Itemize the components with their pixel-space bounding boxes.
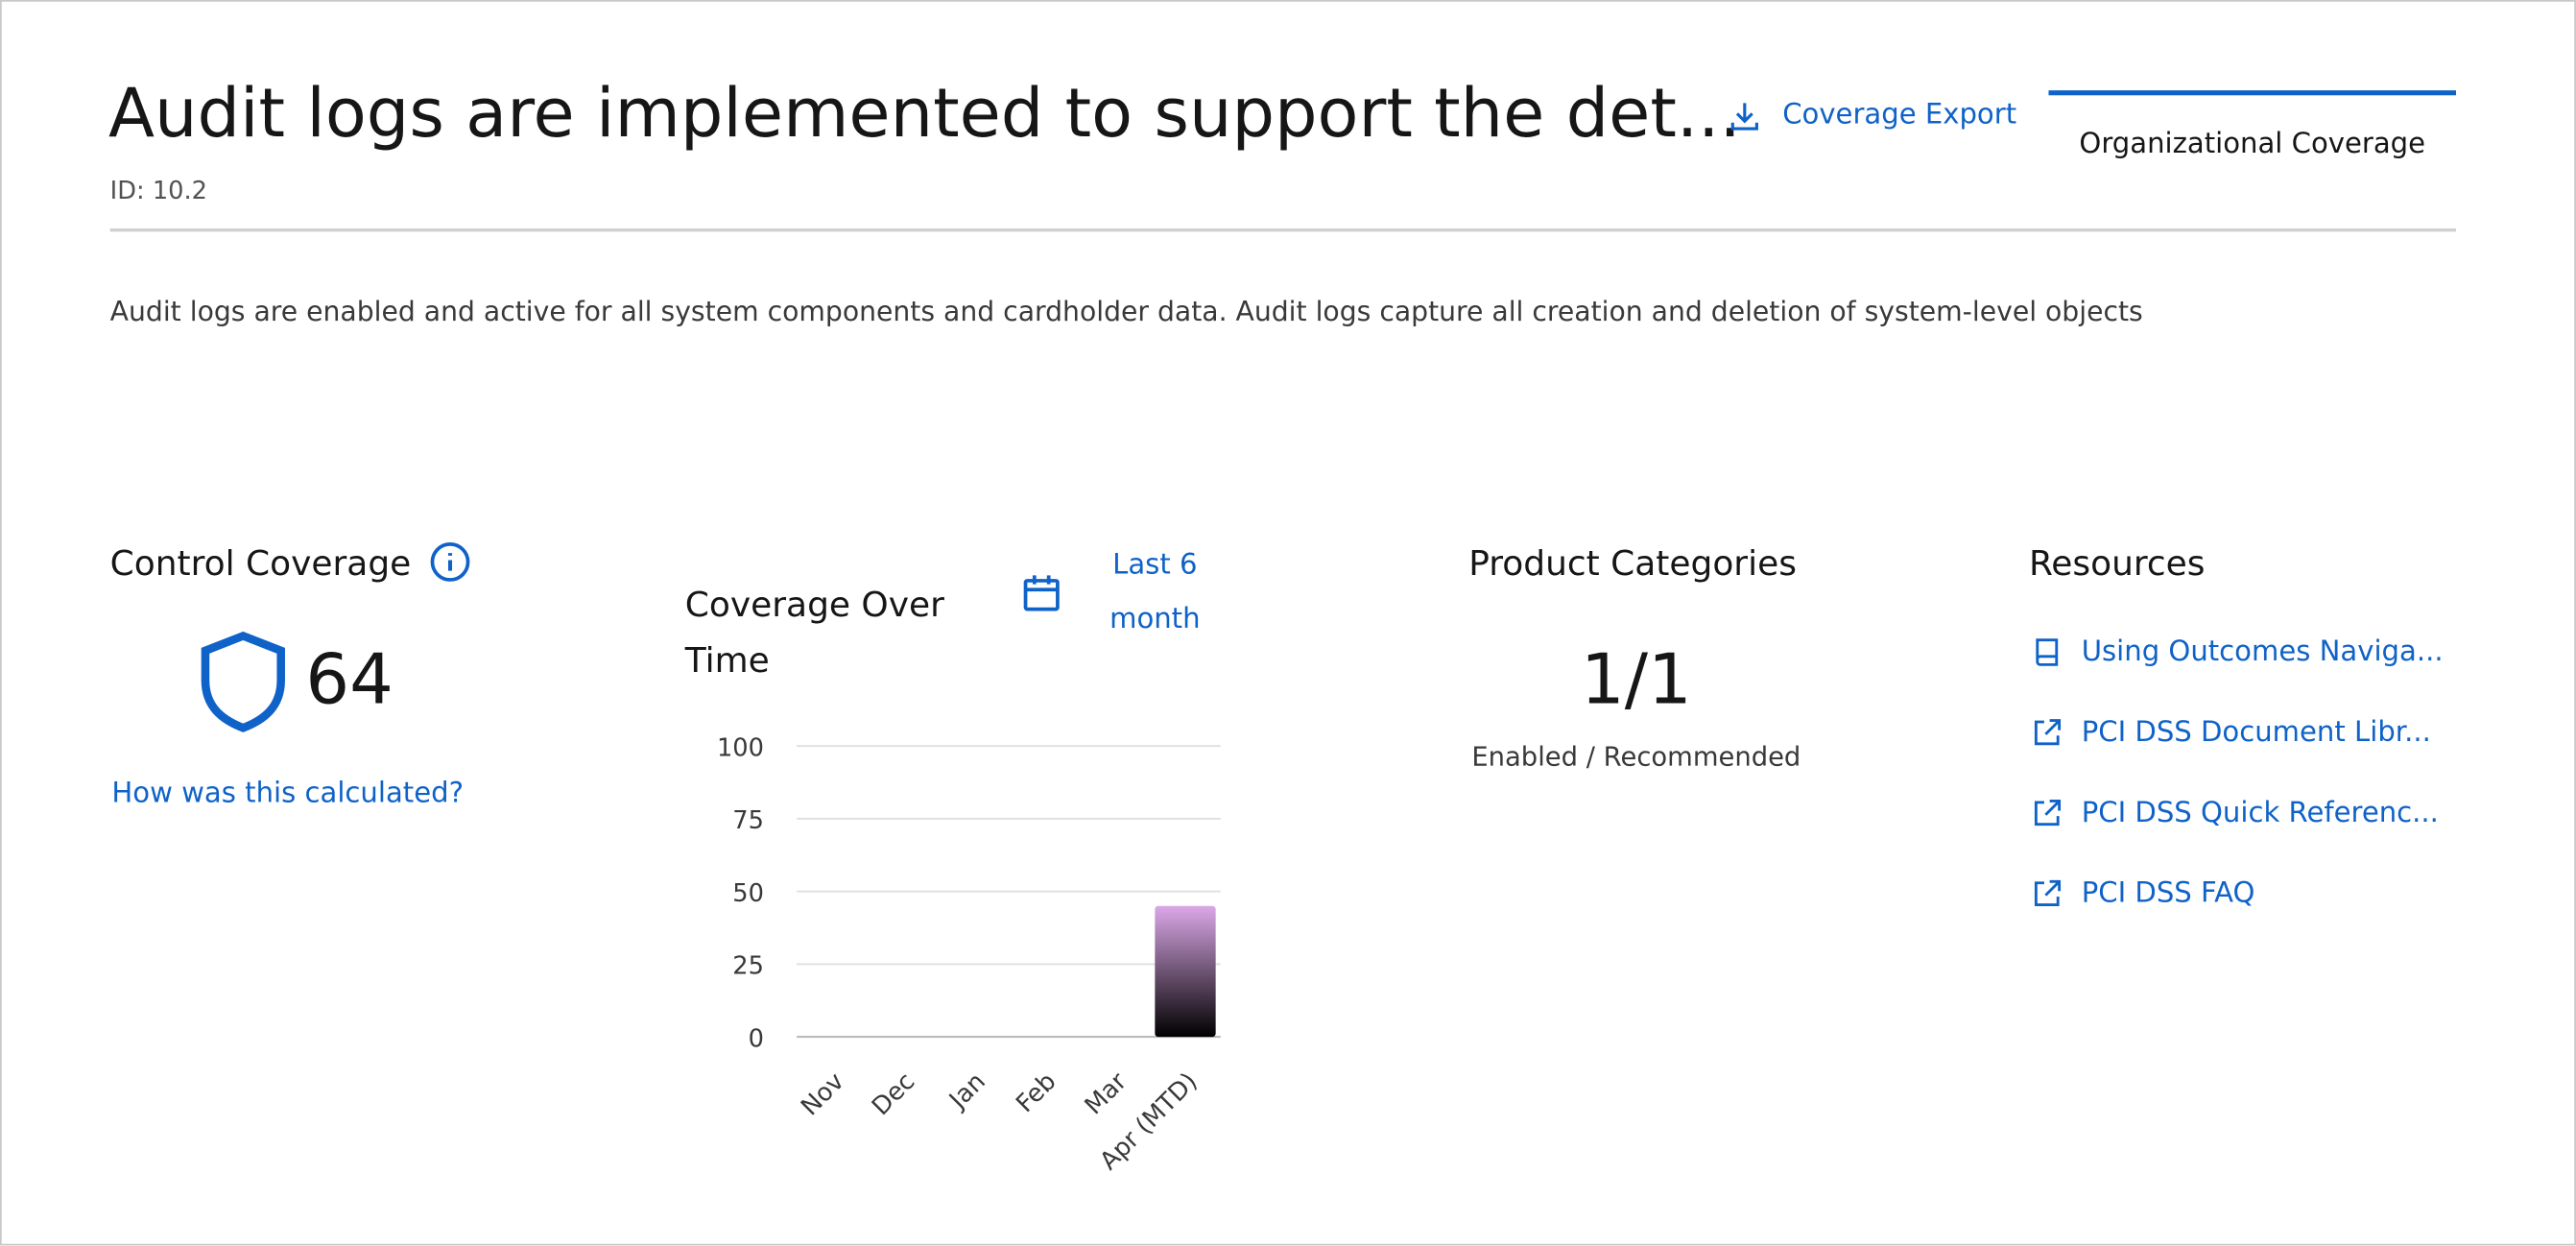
x-tick-label: Dec [867, 1067, 920, 1121]
page-title: Audit logs are implemented to support th… [107, 74, 1741, 154]
resource-link[interactable]: Using Outcomes Naviga... [2081, 635, 2444, 669]
book-icon [2036, 638, 2059, 666]
section-title: Product Categories [1468, 543, 1797, 584]
x-tick-label: Jan [942, 1067, 991, 1116]
x-tick-label: Mar [1080, 1066, 1133, 1120]
external-icon [2034, 879, 2062, 907]
resource-link[interactable]: PCI DSS Document Libr... [2081, 716, 2431, 750]
control-id: ID: 10.2 [109, 176, 208, 205]
tab[interactable]: Organizational Coverage [2079, 128, 2426, 161]
calendar-icon[interactable] [1020, 570, 1063, 616]
range-picker[interactable]: Last 6 month [1109, 548, 1201, 636]
resource-link[interactable]: PCI DSS Quick Referenc... [2081, 797, 2439, 830]
external-icon [2034, 800, 2062, 827]
category-count: 1/1 [1581, 638, 1692, 720]
y-tick-label: 100 [717, 733, 764, 762]
section-title: Resources [2028, 543, 2206, 584]
info-icon[interactable] [429, 540, 472, 584]
y-tick-label: 0 [749, 1024, 764, 1053]
y-tick-label: 75 [732, 806, 764, 835]
x-tick-label: Nov [796, 1067, 850, 1122]
y-tick-label: 50 [732, 879, 764, 908]
x-tick-label: Feb [1011, 1067, 1061, 1118]
chart-title: Coverage Over Time [684, 585, 944, 681]
category-label: Enabled / Recommended [1471, 740, 1801, 773]
divider [109, 228, 2456, 232]
download-icon [1730, 103, 1758, 131]
export-button[interactable]: Coverage Export [1782, 98, 2017, 132]
description: Audit logs are enabled and active for al… [109, 296, 2143, 327]
resource-link[interactable]: PCI DSS FAQ [2081, 877, 2255, 911]
y-tick-label: 25 [732, 952, 764, 981]
external-icon [2034, 719, 2062, 746]
tab-indicator [2048, 90, 2456, 96]
bar [1155, 905, 1216, 1038]
section-title: Control Coverage [109, 543, 412, 584]
help-link[interactable]: How was this calculated? [111, 777, 465, 810]
shield-icon [201, 631, 285, 732]
coverage-value: 64 [305, 638, 394, 720]
